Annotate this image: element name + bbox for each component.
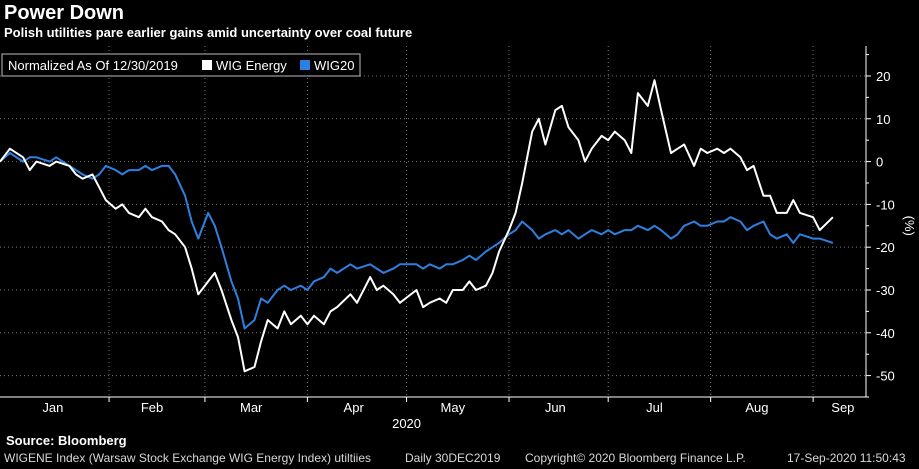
x-tick-label: May	[441, 400, 466, 415]
y-tick-label: 0	[876, 155, 883, 170]
chart-title: Power Down	[4, 2, 125, 24]
x-tick-label: Apr	[344, 400, 365, 415]
footer-copyright: Copyright© 2020 Bloomberg Finance L.P.	[525, 451, 746, 465]
footer-description: WIGENE Index (Warsaw Stock Exchange WIG …	[4, 451, 372, 465]
y-tick-label: -20	[876, 240, 895, 255]
y-tick-label: 20	[876, 69, 890, 84]
legend-box	[1, 53, 361, 77]
series-line-wig20	[0, 152, 834, 330]
y-tick-label: 10	[876, 112, 890, 127]
x-tick-label: Mar	[240, 400, 263, 415]
y-tick-label: -10	[876, 197, 895, 212]
series-layer	[0, 79, 834, 373]
x-tick-label: Aug	[745, 400, 768, 415]
legend: Normalized As Of 12/30/2019 WIG Energy WIG…	[1, 53, 361, 77]
x-tick-label: Jul	[646, 400, 663, 415]
legend-label: WIG Energy	[216, 58, 287, 73]
axis-layer: 20 10 0 -10 -20 -30 -40 -50 Jan Feb Mar Apr May Jun Ju…	[0, 46, 917, 431]
chart-subtitle: Polish utilities pare earlier gains amid…	[4, 25, 413, 40]
source-label: Source: Bloomberg	[6, 433, 127, 448]
x-tick-label: Jun	[545, 400, 566, 415]
x-tick-label: Feb	[141, 400, 163, 415]
y-tick-label: -50	[876, 369, 895, 384]
legend-swatch	[300, 60, 310, 70]
y-tick-label: -40	[876, 326, 895, 341]
x-tick-label: Jan	[42, 400, 63, 415]
legend-label: WIG20	[314, 58, 354, 73]
grid-layer	[0, 46, 866, 397]
y-tick-label: -30	[876, 283, 895, 298]
y-axis-label: (%)	[902, 216, 917, 236]
footer-timestamp: 17-Sep-2020 11:50:43	[787, 451, 906, 465]
x-tick-label: Sep	[831, 400, 854, 415]
legend-header: Normalized As Of 12/30/2019	[8, 58, 178, 73]
legend-swatch	[202, 60, 212, 70]
series-line-wig-energy	[0, 79, 834, 373]
x-axis-label: 2020	[392, 416, 421, 431]
footer-frequency: Daily 30DEC2019	[405, 451, 501, 465]
